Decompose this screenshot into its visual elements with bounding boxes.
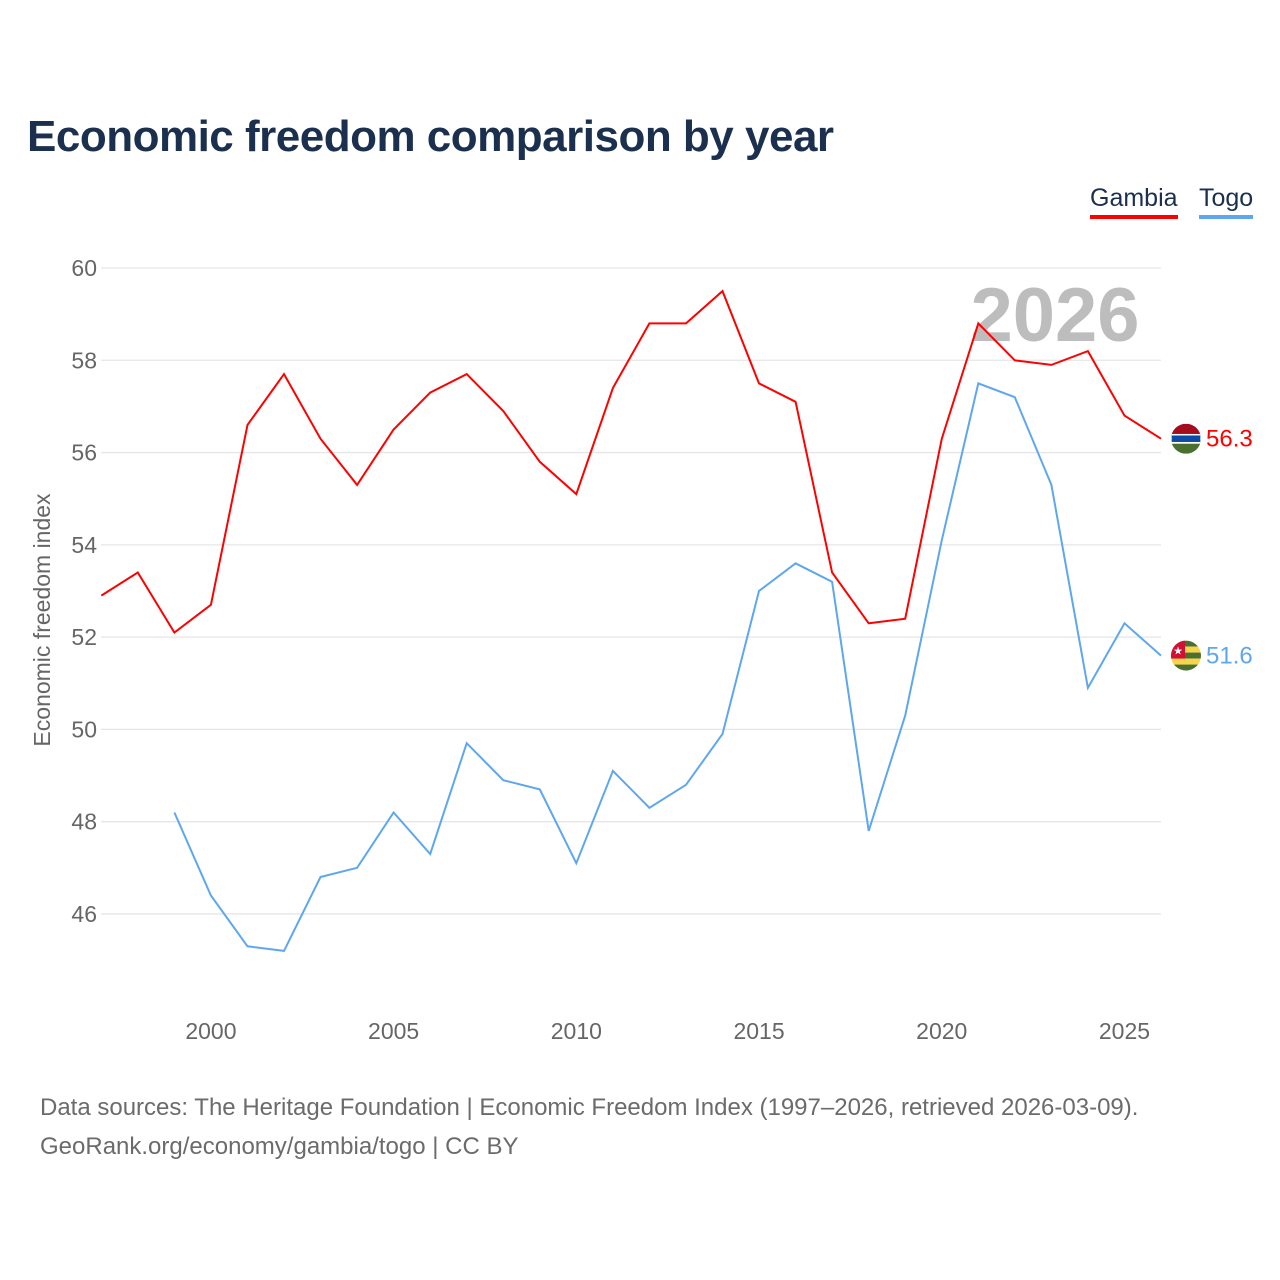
data-point[interactable]: [318, 436, 324, 442]
data-point[interactable]: [1012, 357, 1018, 363]
y-tick-label: 58: [71, 347, 97, 373]
y-tick-label: 60: [71, 255, 97, 281]
data-point[interactable]: [756, 380, 762, 386]
data-point[interactable]: [683, 782, 689, 788]
data-point[interactable]: [391, 809, 397, 815]
series-line-gambia: [100, 289, 1162, 634]
series-line-togo: [173, 382, 1162, 952]
data-point[interactable]: [208, 602, 214, 608]
data-point[interactable]: [244, 422, 250, 428]
data-point[interactable]: [500, 777, 506, 783]
data-point[interactable]: [537, 786, 543, 792]
data-point[interactable]: [1158, 436, 1164, 442]
data-point[interactable]: [683, 320, 689, 326]
y-tick-label: 54: [71, 532, 97, 558]
y-tick-label: 48: [71, 809, 97, 835]
data-point[interactable]: [98, 593, 104, 599]
y-tick-label: 46: [71, 901, 97, 927]
data-point[interactable]: [902, 713, 908, 719]
data-point[interactable]: [318, 874, 324, 880]
data-point[interactable]: [1048, 362, 1054, 368]
data-point[interactable]: [171, 809, 177, 815]
x-tick-label: 2025: [1099, 1018, 1150, 1044]
data-point[interactable]: [244, 943, 250, 949]
gambia-flag-icon: [1171, 423, 1201, 454]
data-point[interactable]: [793, 399, 799, 405]
y-tick-label: 56: [71, 440, 97, 466]
data-point[interactable]: [573, 860, 579, 866]
data-point[interactable]: [1121, 620, 1127, 626]
data-point[interactable]: [281, 948, 287, 954]
data-point[interactable]: [573, 491, 579, 497]
data-point[interactable]: [646, 320, 652, 326]
data-point[interactable]: [793, 560, 799, 566]
data-point[interactable]: [939, 436, 945, 442]
data-point[interactable]: [208, 893, 214, 899]
legend-togo[interactable]: Togo: [1199, 184, 1254, 219]
togo-flag-icon: ★: [1171, 640, 1201, 671]
legend-gambia[interactable]: Gambia: [1090, 184, 1178, 219]
data-point[interactable]: [866, 620, 872, 626]
data-point[interactable]: [135, 570, 141, 576]
data-point[interactable]: [171, 630, 177, 636]
y-axis-label: Economic freedom index: [29, 493, 55, 747]
data-point[interactable]: [464, 371, 470, 377]
data-point[interactable]: [1121, 413, 1127, 419]
data-point[interactable]: [720, 288, 726, 294]
data-point[interactable]: [464, 740, 470, 746]
data-point[interactable]: [391, 426, 397, 432]
data-point[interactable]: [1158, 653, 1164, 659]
data-point[interactable]: [281, 371, 287, 377]
data-point[interactable]: [1012, 394, 1018, 400]
x-tick-label: 2015: [733, 1018, 784, 1044]
data-point[interactable]: [975, 320, 981, 326]
chart-title: Economic freedom comparison by year: [27, 112, 834, 161]
y-tick-label: 52: [71, 624, 97, 650]
data-point[interactable]: [1085, 685, 1091, 691]
data-point[interactable]: [902, 616, 908, 622]
data-point[interactable]: [610, 768, 616, 774]
y-tick-label: 50: [71, 716, 97, 742]
data-point[interactable]: [427, 851, 433, 857]
data-point[interactable]: [720, 731, 726, 737]
data-point[interactable]: [829, 579, 835, 585]
data-point[interactable]: [756, 588, 762, 594]
data-point[interactable]: [939, 537, 945, 543]
data-point[interactable]: [427, 390, 433, 396]
data-point[interactable]: [829, 570, 835, 576]
end-value-label: 51.6: [1206, 643, 1253, 670]
end-value-label: 56.3: [1206, 426, 1253, 453]
data-point[interactable]: [1085, 348, 1091, 354]
x-tick-label: 2020: [916, 1018, 967, 1044]
data-point[interactable]: [354, 482, 360, 488]
data-point[interactable]: [1048, 482, 1054, 488]
data-point[interactable]: [537, 459, 543, 465]
source-line-1: Data sources: The Heritage Foundation | …: [40, 1094, 1139, 1121]
data-point[interactable]: [866, 828, 872, 834]
x-tick-label: 2000: [185, 1018, 236, 1044]
data-point[interactable]: [354, 865, 360, 871]
data-point[interactable]: [500, 408, 506, 414]
data-point[interactable]: [610, 385, 616, 391]
source-line-2[interactable]: GeoRank.org/economy/gambia/togo | CC BY: [40, 1133, 519, 1160]
svg-text:★: ★: [1173, 646, 1183, 658]
x-tick-label: 2010: [551, 1018, 602, 1044]
year-watermark: 2026: [970, 273, 1139, 358]
data-point[interactable]: [646, 805, 652, 811]
data-point[interactable]: [975, 380, 981, 386]
x-tick-label: 2005: [368, 1018, 419, 1044]
source-note: Data sources: The Heritage Foundation | …: [40, 1088, 1138, 1166]
